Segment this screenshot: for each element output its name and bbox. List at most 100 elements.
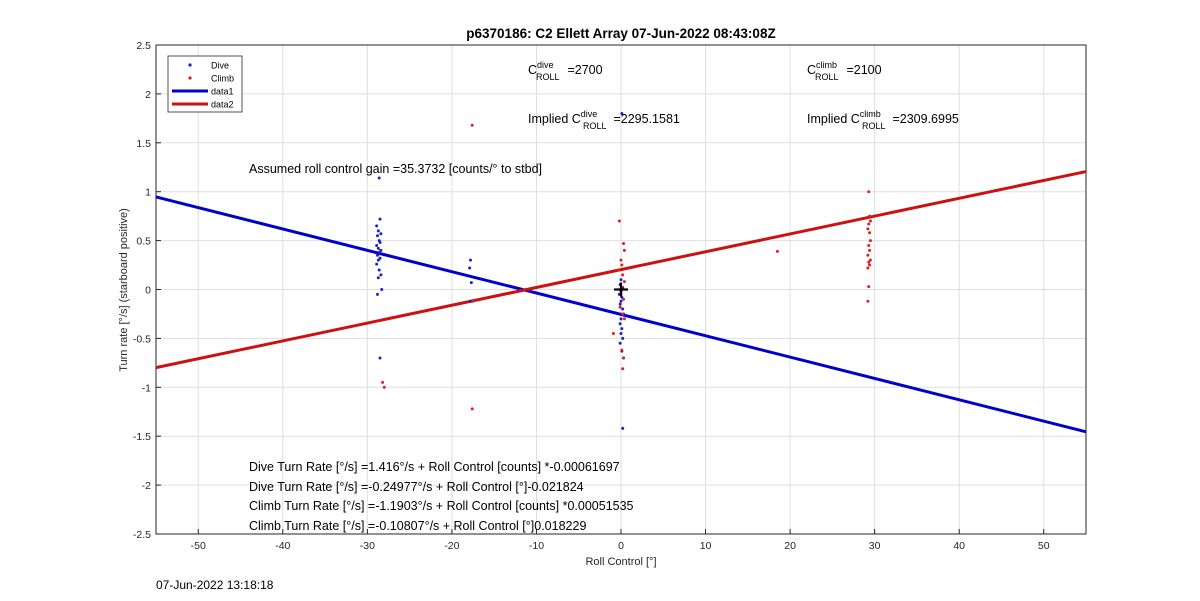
point-climb [622,356,626,360]
point-climb [470,407,474,411]
y-tick-label: -2 [142,480,151,492]
point-climb [866,299,870,303]
point-dive [379,248,383,252]
point-climb [621,273,625,277]
point-climb [622,248,626,252]
legend-dive-label: Dive [211,61,229,71]
point-dive [375,262,379,266]
dive-equation-counts: Dive Turn Rate [°/s] =1.416°/s + Roll Co… [249,460,620,474]
x-axis-label: Roll Control [°] [585,556,656,568]
y-axis-label: Turn rate [°/s] (starboard positive) [118,208,130,372]
x-tick-label: 50 [1038,540,1050,552]
data-points [375,111,872,430]
implied-c-roll-dive-annotation: Implied Cdive ROLL =2295.1581 [528,109,680,131]
point-climb [618,305,622,309]
point-climb [620,263,624,267]
point-climb [867,222,871,226]
x-tick-label: -40 [275,540,290,552]
legend-climb-marker [188,76,192,80]
y-tick-label: -0.5 [133,333,151,345]
x-tick-label: 40 [953,540,965,552]
point-dive [377,250,381,254]
point-dive [469,281,473,285]
point-climb [622,317,626,321]
x-tick-label: 0 [618,540,624,552]
legend-dive-marker [188,63,192,67]
point-dive [379,273,383,277]
point-dive [375,224,379,228]
point-dive [376,253,380,257]
point-dive [468,266,472,270]
point-dive [377,268,381,272]
fit-line-data2 [155,170,1087,370]
point-dive [376,234,380,238]
y-tick-label: 2.5 [136,40,151,52]
y-tick-label: 1 [145,187,151,199]
x-tick-label: -20 [444,540,459,552]
point-climb [868,263,872,267]
point-climb [866,266,870,270]
point-climb [868,258,872,262]
point-climb [382,385,386,389]
point-climb [622,297,626,301]
axis-ticks: -50 -40 -30 -20 -10 0 10 20 30 40 50-2.5-2-1.5-1-0… [133,40,1050,552]
point-dive [376,292,380,296]
x-tick-label: 10 [700,540,712,552]
point-climb [620,348,624,352]
x-tick-label: -30 [360,540,375,552]
point-climb [622,242,626,246]
y-tick-label: -2.5 [133,529,151,541]
y-tick-label: 0 [145,285,151,297]
point-climb [616,268,620,272]
point-dive [618,302,622,306]
y-tick-label: -1 [142,382,151,394]
point-climb [867,243,871,247]
point-dive [375,243,379,247]
c-roll-dive-annotation: Cdive ROLL =2700 [528,60,603,82]
point-climb [866,227,870,231]
point-dive [378,356,382,360]
point-climb [622,280,626,284]
legend-data2-label: data2 [211,100,234,110]
point-climb [775,249,779,253]
point-climb [868,248,872,252]
point-dive [621,426,625,430]
c-roll-climb-annotation: Cclimb ROLL =2100 [807,60,882,82]
x-tick-label: -50 [191,540,206,552]
point-dive [619,278,623,282]
point-climb [617,219,621,223]
fit-lines [155,170,1087,434]
point-climb [866,253,870,257]
y-tick-label: 2 [145,89,151,101]
point-climb [867,190,871,194]
y-tick-label: -1.5 [133,431,151,443]
point-dive [620,295,624,299]
point-climb [621,367,625,371]
point-climb [611,332,615,336]
point-dive [619,332,623,336]
point-climb [867,285,871,289]
point-dive [618,341,622,345]
legend: Dive Climb data1 data2 [167,55,243,113]
point-dive [620,327,624,331]
climb-equation-degrees: Climb Turn Rate [°/s] =-0.10807°/s + Rol… [249,519,586,533]
dive-equation-degrees: Dive Turn Rate [°/s] =-0.24977°/s + Roll… [249,480,584,494]
point-climb [868,239,872,243]
y-tick-label: 0.5 [136,236,151,248]
climb-equation-counts: Climb Turn Rate [°/s] =-1.1903°/s + Roll… [249,499,634,513]
point-dive [376,229,380,233]
point-dive [376,258,380,262]
x-tick-label: 30 [869,540,881,552]
point-dive [379,232,383,236]
point-dive [618,322,622,326]
point-dive [380,288,384,291]
y-tick-label: 1.5 [136,138,151,150]
point-dive [620,111,624,115]
point-dive [377,176,381,180]
point-dive [378,217,382,221]
point-climb [867,260,871,264]
point-dive [619,317,623,321]
point-climb [621,312,625,316]
point-dive [376,276,380,280]
